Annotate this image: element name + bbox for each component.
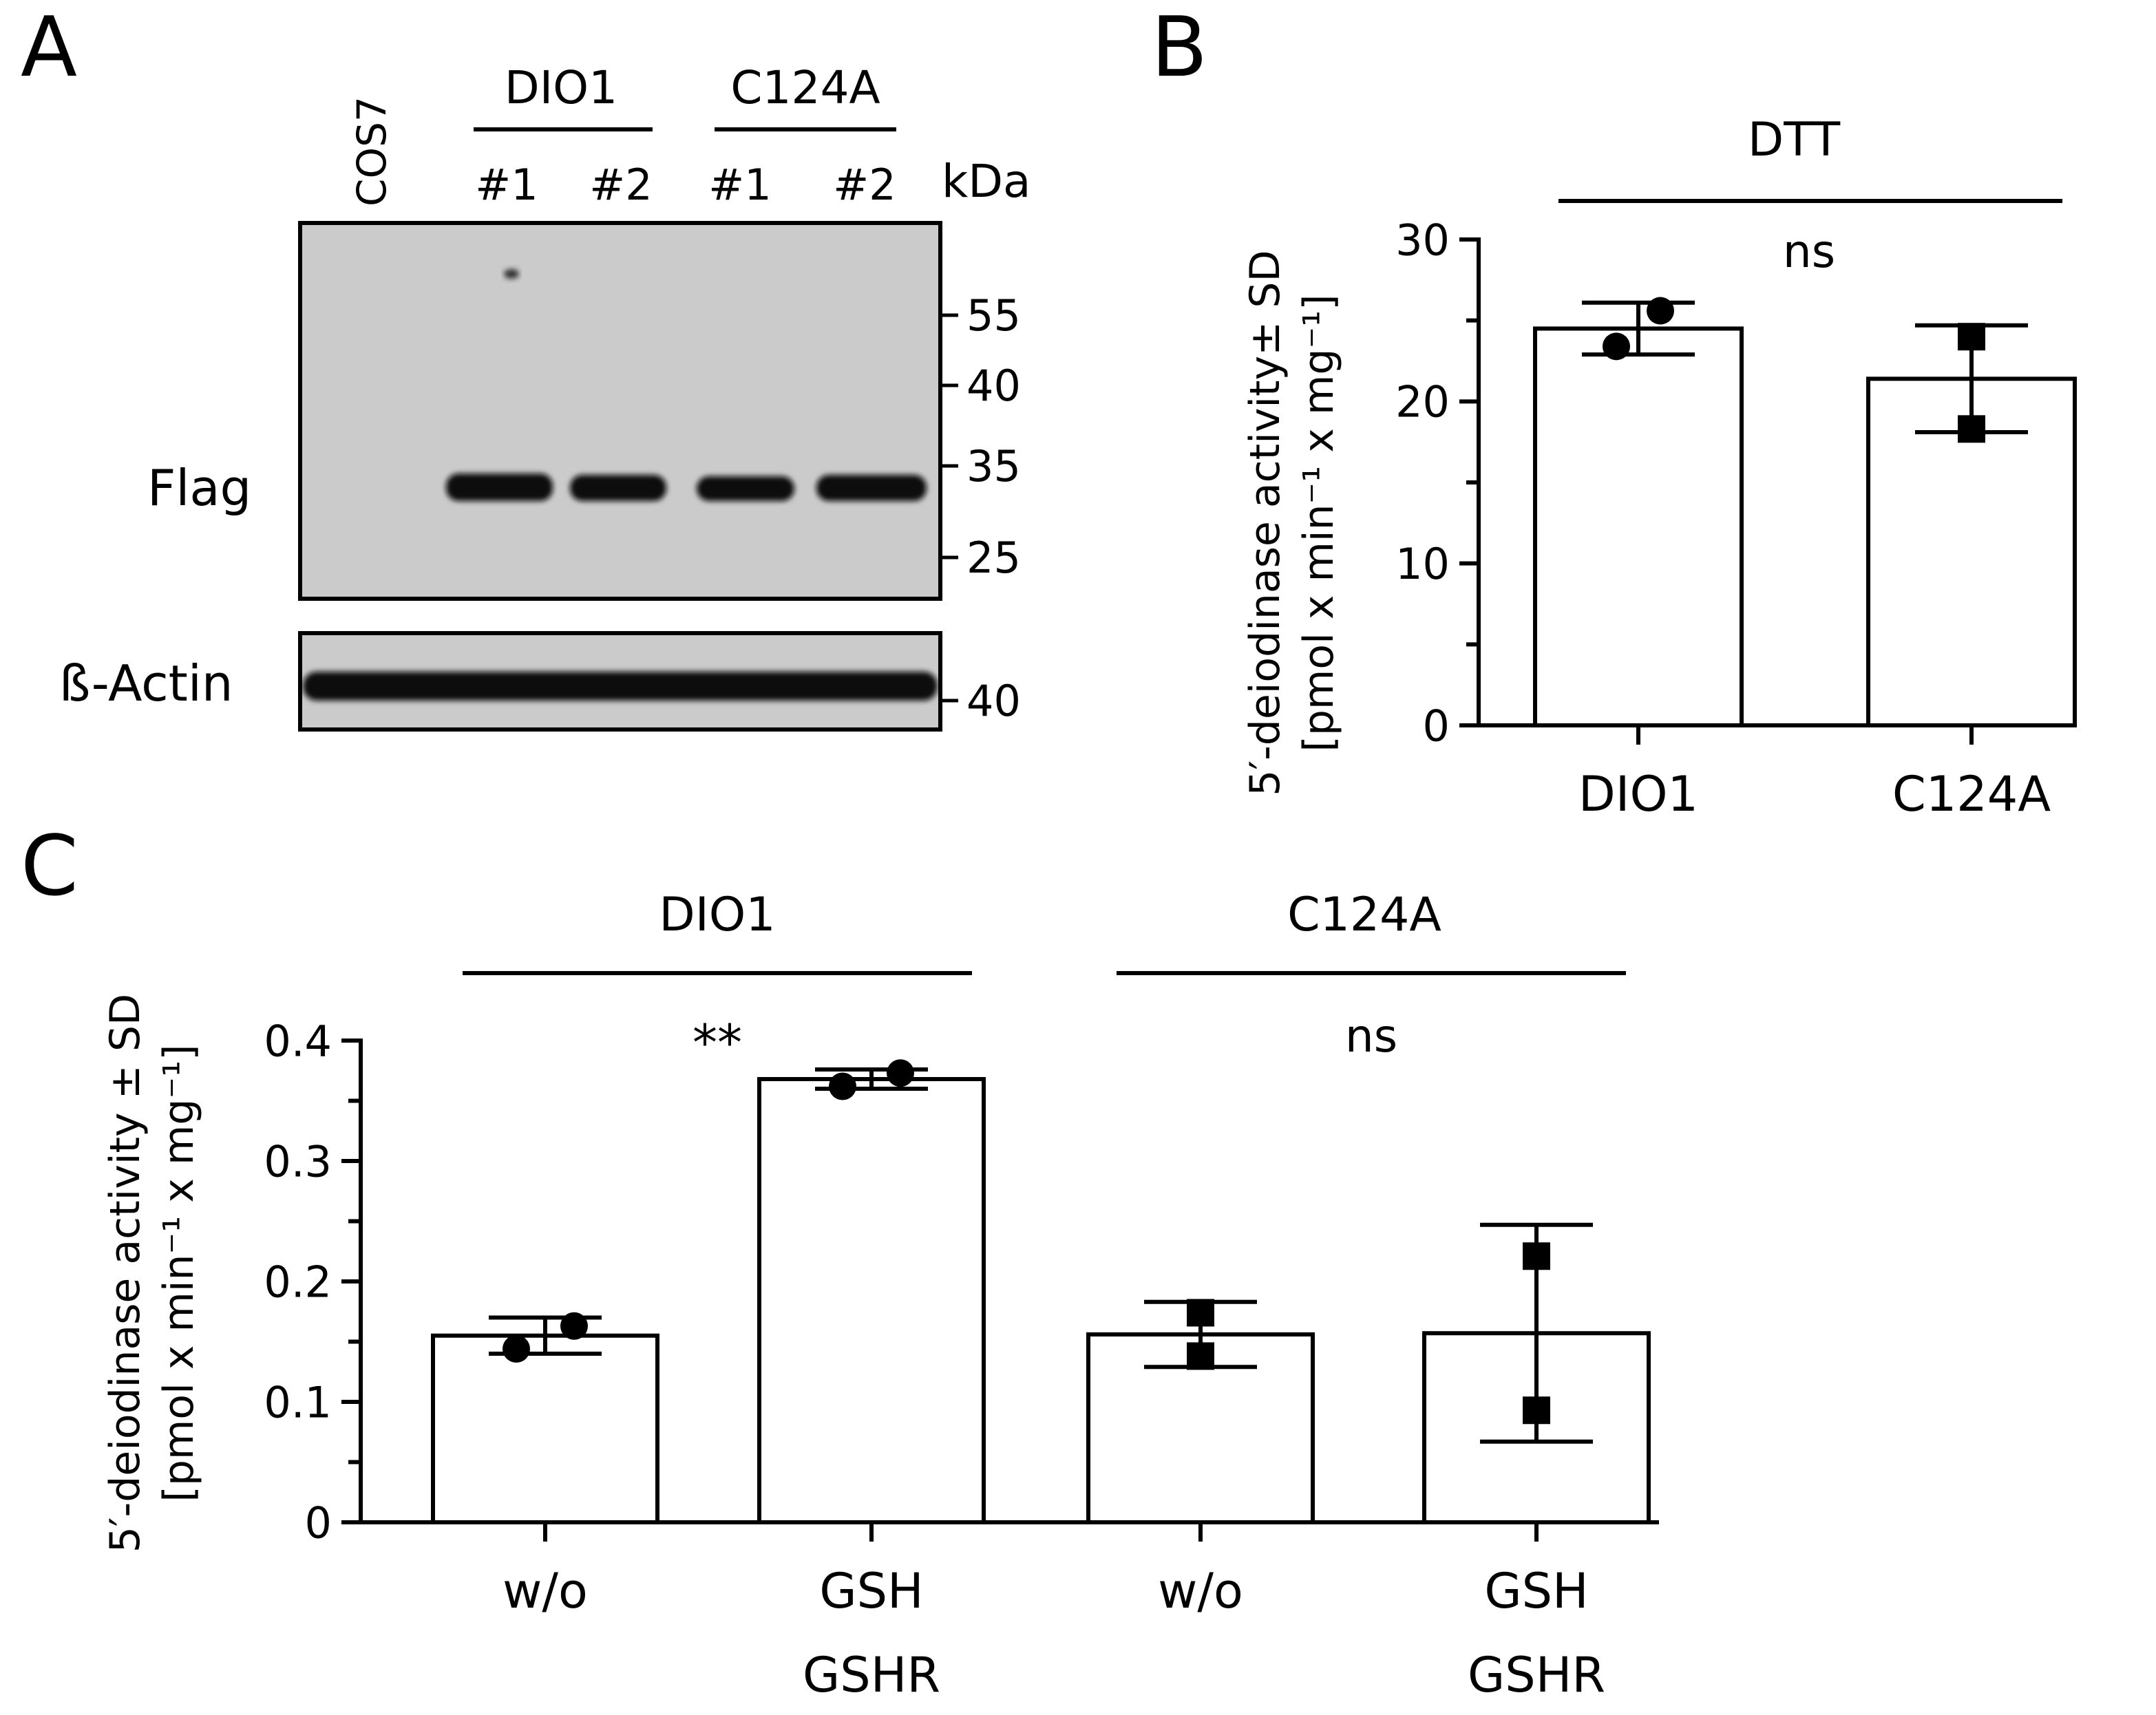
x-tick-label: w/o [503,1563,588,1619]
group-label: C124A [1287,888,1441,942]
bar [431,1333,659,1524]
y-axis-title: 5′-deiodinase activity± SD [pmol x min⁻¹… [1241,250,1343,796]
y-tick-label: 30 [1395,215,1450,265]
chart-b: 0 10 20 30 DIO1 C124A [1395,215,2077,822]
x-tick-label: w/o [1158,1563,1243,1619]
y-axis-title-line2: [pmol x min⁻¹ x mg⁻¹] [155,1044,203,1502]
y-axis-title-line2: [pmol x min⁻¹ x mg⁻¹] [1295,294,1343,752]
marker-label: 40 [966,361,1021,411]
lane-label: #2 [589,160,652,210]
bar [757,1077,986,1524]
lane-label: #1 [475,160,538,210]
panel-a-letter: A [21,0,77,96]
flag-label: Flag [147,459,251,517]
significance-label: ns [1783,225,1835,278]
dtt-label: DTT [1748,113,1841,167]
blot-speck [504,269,519,279]
marker-label: 35 [966,441,1021,491]
data-point [829,1072,856,1100]
flag-blot [298,221,942,601]
y-axis-title-line1: 5′-deiodinase activity± SD [1241,250,1289,796]
x-tick-label: C124A [1892,766,2051,822]
marker-label: 40 [966,676,1021,726]
x-tick-label: GSHR [803,1647,940,1703]
x-tick-label: DIO1 [1578,766,1698,822]
data-point [887,1059,914,1087]
marker-label: 55 [966,290,1021,341]
y-axis-title-line1: 5′-deiodinase activity ± SD [101,994,149,1553]
actin-band [303,672,938,701]
lane-label: #2 [833,160,896,210]
lane-label: #1 [708,160,771,210]
blot-group-dio1: DIO1 [505,61,617,114]
cos7-label: COS7 [348,96,395,206]
y-tick-label: 20 [1395,377,1450,427]
y-tick-label: 10 [1395,539,1450,589]
y-tick-label: 0 [1423,701,1450,751]
panel-c-letter: C [21,819,78,915]
y-tick-label: 0 [305,1498,332,1548]
flag-band [570,475,666,501]
x-tick-label: GSH [1484,1563,1588,1619]
kda-label: kDa [942,155,1031,208]
panel-b-letter: B [1151,0,1207,96]
flag-band [697,476,794,501]
y-tick-label: 0.1 [264,1377,332,1427]
y-tick-label: 0.3 [264,1136,332,1186]
significance-label: ns [1345,1010,1397,1063]
x-tick-label: GSH [819,1563,923,1619]
chart-c: 0 0.1 0.2 0.3 0.4 w/o GSH GSHR w/o GSH GSHR [264,1016,1659,1703]
y-tick-label: 0.2 [264,1257,332,1307]
marker-label: 25 [966,533,1021,583]
actin-label: ß-Actin [59,654,233,712]
group-label: DIO1 [659,888,775,942]
blot-group-c124a: C124A [730,61,880,114]
x-tick-label: GSHR [1468,1647,1605,1703]
flag-band [816,475,927,501]
data-point [503,1335,530,1363]
flag-band [446,473,553,501]
y-axis-title: 5′-deiodinase activity ± SD [pmol x min⁻… [101,994,203,1553]
y-tick-label: 0.4 [264,1016,332,1066]
significance-label: ** [693,1014,742,1072]
bar [1533,326,1744,727]
